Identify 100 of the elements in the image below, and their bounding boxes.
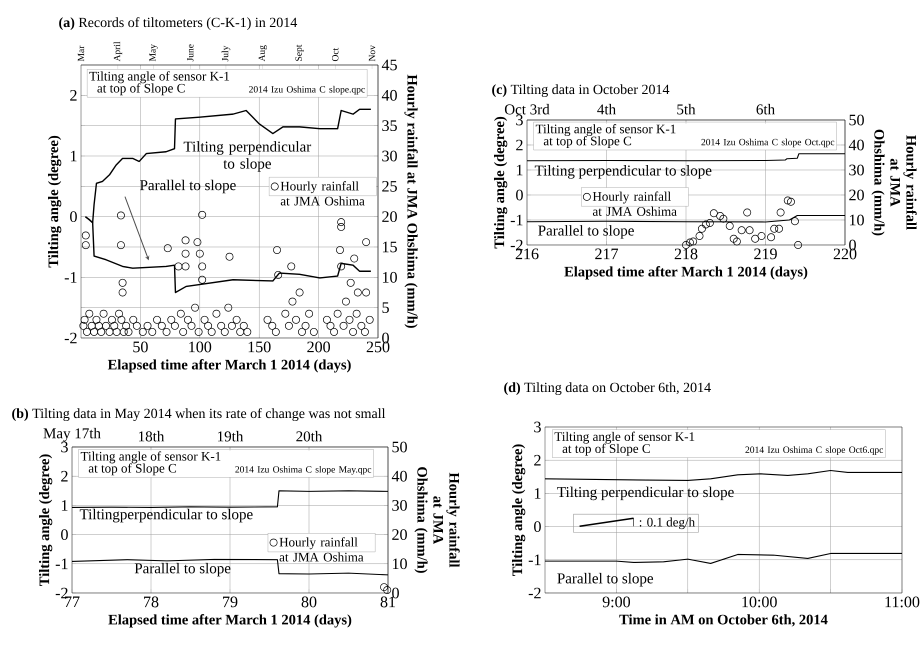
x2-tick-label: 6th — [756, 104, 775, 114]
x2-tick-label: Mar — [78, 46, 84, 62]
point — [710, 209, 718, 218]
text: Parallel to slope — [140, 180, 236, 194]
series-label: Tilting perpendicular to slope — [184, 141, 312, 172]
x-tick-label: 200 — [307, 342, 330, 352]
point — [716, 212, 724, 220]
annotation: Tilting angle of sensor K-1 — [554, 432, 694, 444]
x-tick-label: 218 — [674, 248, 698, 260]
y2-tick-label: 30 — [392, 500, 407, 511]
annotation: 2014 Izu Oshima C slope May.qpc — [235, 466, 372, 475]
annotation: 2014 Izu Oshima C slope Oct.qpc — [701, 138, 834, 148]
x2-tick-label: Aug — [258, 45, 267, 62]
y-tick-label: -1 — [56, 558, 68, 570]
x-tick-label: 79 — [223, 596, 238, 608]
y2-tick-label: 30 — [382, 150, 397, 162]
x2-tick-label: Oct — [332, 48, 338, 62]
y2-tick-label: 20 — [849, 190, 864, 200]
y-tick-label: -1 — [510, 214, 523, 226]
series-label: Tilting perpendicular to slope — [534, 165, 712, 179]
point — [698, 224, 706, 233]
annotation: 2014 Izu Oshima C slope Oct6.qpc — [745, 446, 884, 455]
annotation: Tilting angle of sensor K-1 — [536, 124, 676, 136]
y-tick-label: -2 — [528, 588, 541, 598]
point — [686, 238, 694, 246]
y2-axis-title: Hourly rainfall at JMA Ohshima (mm/h) — [871, 130, 917, 236]
point — [732, 238, 741, 246]
y-tick-label: 1 — [516, 164, 523, 176]
y-tick-label: -2 — [56, 588, 68, 598]
series-label: Tilting perpendicular to slope — [557, 486, 734, 500]
point — [689, 238, 698, 246]
annotation: at top of Slope C — [544, 136, 632, 148]
x2-tick-label: Oct 3rd — [504, 104, 550, 114]
y2-tick-label: 40 — [392, 470, 407, 482]
y-tick-label: 1 — [70, 150, 77, 162]
y-tick-label: 0 — [61, 529, 68, 540]
y2-tick-label: 20 — [392, 529, 407, 540]
x2-tick-label: 5th — [677, 104, 696, 114]
y2-tick-label: 0 — [382, 332, 389, 344]
x2-tick-label: May — [149, 44, 158, 62]
point — [776, 208, 785, 216]
y2-tick-label: 10 — [850, 214, 864, 226]
point — [770, 224, 778, 233]
point — [794, 241, 802, 249]
annotation: 2014 Izu Oshima C slope.qpc — [249, 86, 365, 94]
annotation: at top of Slope C — [97, 83, 185, 96]
y2-tick-label: 0 — [849, 240, 856, 250]
x-axis-title: Elapsed time after March 1 2014 (days) — [564, 266, 808, 280]
series-label: Parallel to slope — [134, 562, 230, 576]
y-tick-label: -1 — [64, 272, 77, 283]
y-axis-title: Tilting angle (degree) — [494, 116, 508, 248]
point — [790, 217, 799, 226]
x-tick-label: 219 — [754, 248, 777, 260]
x-tick-label: 81 — [380, 596, 396, 608]
y2-tick-label: 45 — [382, 60, 397, 70]
y2-tick-label: 40 — [382, 90, 397, 101]
x-tick-label: 250 — [366, 342, 390, 352]
point — [726, 222, 734, 230]
y2-tick-label: 40 — [848, 140, 864, 150]
series-label: Parallel to slope — [538, 225, 634, 239]
y2-axis-title: Hourly rainfall at JMA Ohshima (mm/h) — [404, 74, 418, 328]
legend-label: Hourly rainfall at JMA Oshima — [280, 181, 365, 206]
x-tick-label: 220 — [834, 248, 856, 260]
y-tick-label: 3 — [534, 422, 541, 432]
x2-tick-label: 4th — [597, 104, 616, 114]
x-axis-title: Time in AM on October 6th, 2014 — [619, 614, 828, 627]
x-tick-label: 100 — [189, 342, 212, 352]
chart-title: (b) Tilting data in May 2014 when its rate of change was not small — [12, 408, 386, 422]
y-tick-label: 2 — [70, 90, 77, 101]
y2-tick-label: 50 — [392, 442, 407, 452]
y-tick-label: 0 — [70, 211, 77, 222]
x2-tick-label: Nov — [368, 45, 376, 62]
series-label: Tiltingperpendicular to slope — [80, 508, 253, 522]
chart-title: (d) Tilting data on October 6th, 2014 — [504, 382, 711, 396]
x-tick-label: 50 — [133, 342, 148, 352]
point — [751, 234, 760, 243]
point — [784, 196, 792, 204]
y-tick-label: 2 — [61, 470, 68, 482]
x2-tick-label: June — [187, 44, 194, 62]
x-tick-label: 78 — [144, 596, 158, 608]
point — [730, 234, 738, 243]
y2-tick-label: 0 — [392, 588, 399, 598]
x-tick-label: 150 — [248, 342, 271, 352]
x-tick-label: 11:00 — [885, 596, 920, 608]
y2-tick-label: 50 — [849, 114, 864, 126]
point — [696, 232, 704, 240]
y-tick-label: -1 — [528, 554, 541, 566]
y2-tick-label: 25 — [382, 180, 397, 192]
y-tick-label: -2 — [510, 240, 523, 250]
y-axis-title: Tilting angle (degree) — [39, 454, 52, 586]
point — [743, 208, 752, 216]
point — [719, 214, 728, 223]
x-axis-title: Elapsed time after March 1 2014 (days) — [108, 359, 351, 373]
annotation: at top of Slope C — [562, 444, 650, 456]
chart-title: (a) Records of tiltometers (C-K-1) in 2014 — [59, 17, 298, 30]
y2-tick-label: 5 — [382, 302, 389, 313]
x2-tick-label: 18th — [138, 430, 164, 442]
point — [738, 226, 746, 234]
y-tick-label: 1 — [62, 500, 68, 511]
y2-tick-label: 20 — [382, 211, 397, 222]
